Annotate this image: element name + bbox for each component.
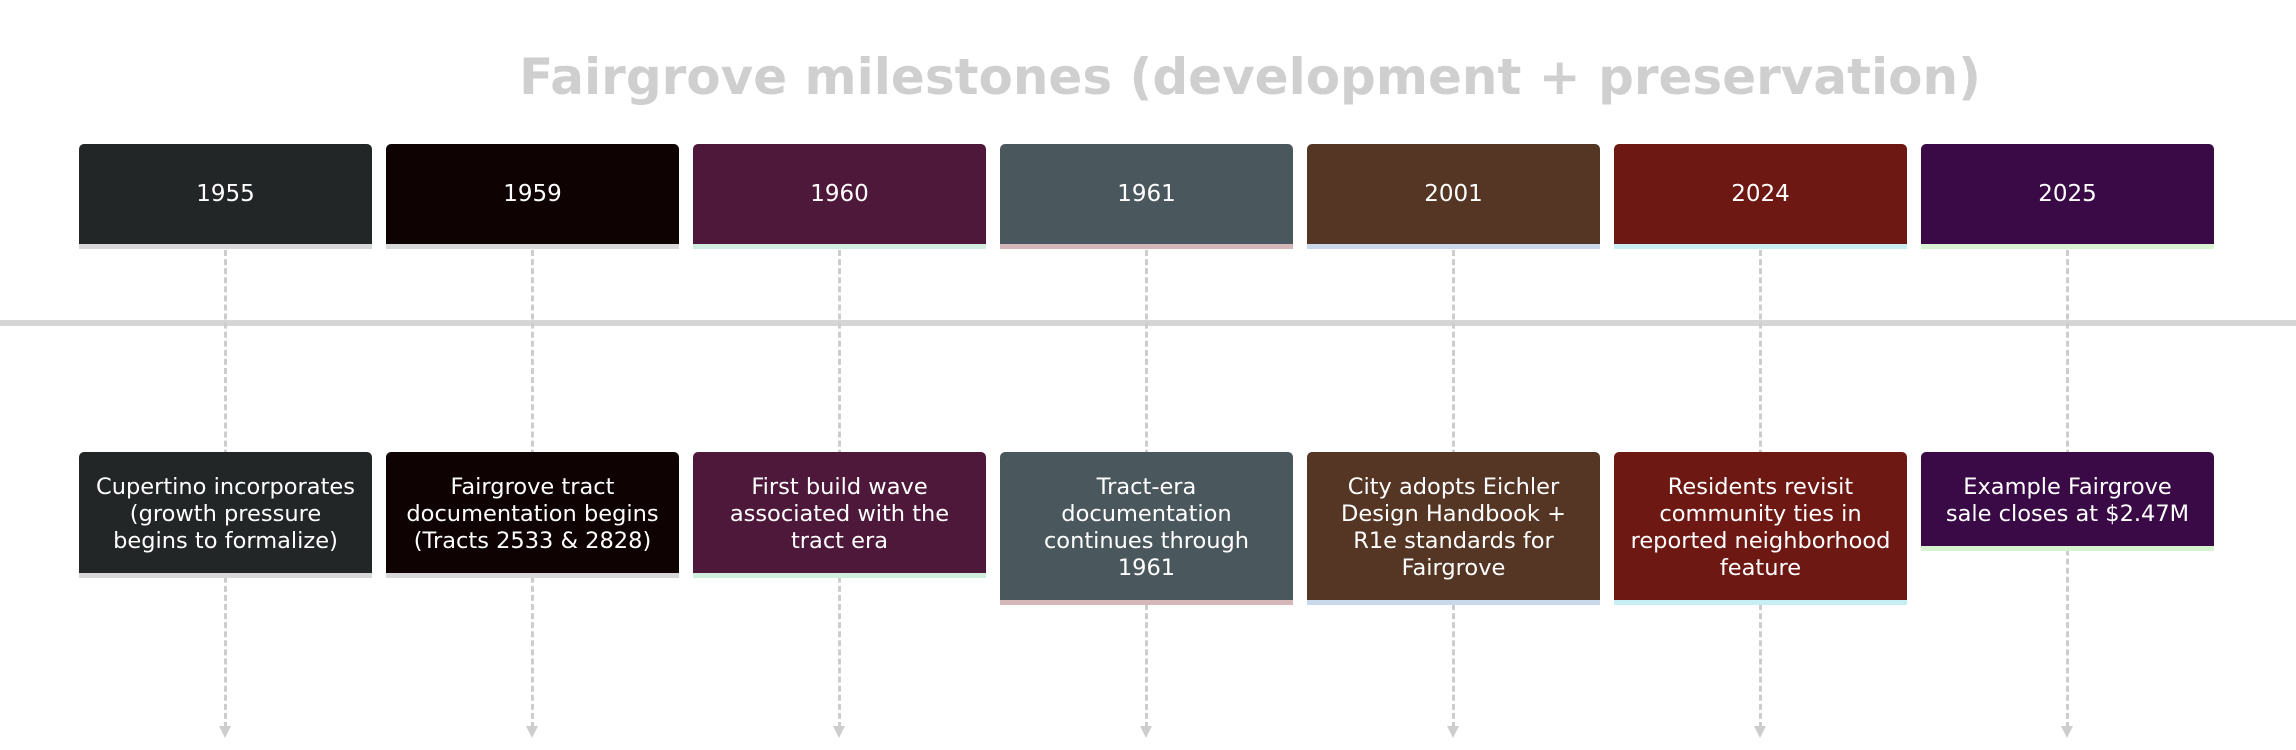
period-box: 1959	[386, 144, 679, 249]
event-box: Residents revisit community ties in repo…	[1614, 452, 1907, 605]
arrow-down-icon	[1754, 726, 1766, 738]
event-underline	[1307, 600, 1600, 605]
timeline-column: 1955 Cupertino incorporates (growth press…	[79, 0, 372, 750]
event-box: Fairgrove tract documentation begins (Tr…	[386, 452, 679, 578]
period-underline	[1921, 244, 2214, 249]
timeline-column: 2001 City adopts Eichler Design Handbook …	[1307, 0, 1600, 750]
arrow-down-icon	[1140, 726, 1152, 738]
period-underline	[1000, 244, 1293, 249]
event-text: Residents revisit community ties in repo…	[1630, 474, 1891, 581]
period-underline	[1307, 244, 1600, 249]
event-underline	[693, 573, 986, 578]
period-label: 1955	[196, 181, 255, 207]
arrow-down-icon	[219, 726, 231, 738]
diagram-title: Fairgrove milestones (development + pres…	[519, 48, 1981, 106]
period-box: 2025	[1921, 144, 2214, 249]
event-box: City adopts Eichler Design Handbook + R1…	[1307, 452, 1600, 605]
arrow-down-icon	[526, 726, 538, 738]
period-box: 1960	[693, 144, 986, 249]
period-box: 1955	[79, 144, 372, 249]
period-box: 2024	[1614, 144, 1907, 249]
event-box: First build wave associated with the tra…	[693, 452, 986, 578]
timeline-column: 2025 Example Fairgrove sale closes at $2.…	[1921, 0, 2214, 750]
event-box: Cupertino incorporates (growth pressure …	[79, 452, 372, 578]
period-underline	[79, 244, 372, 249]
period-box: 1961	[1000, 144, 1293, 249]
timeline-axis	[0, 320, 2296, 326]
period-label: 1959	[503, 181, 562, 207]
period-underline	[1614, 244, 1907, 249]
timeline-column: 1961 Tract-era documentation continues th…	[1000, 0, 1293, 750]
period-box: 2001	[1307, 144, 1600, 249]
period-label: 2024	[1731, 181, 1790, 207]
period-underline	[693, 244, 986, 249]
arrow-down-icon	[833, 726, 845, 738]
event-text: Example Fairgrove sale closes at $2.47M	[1945, 474, 2190, 527]
timeline-column: 1960 First build wave associated with the…	[693, 0, 986, 750]
timeline-column: 2024 Residents revisit community ties in …	[1614, 0, 1907, 750]
arrow-down-icon	[2061, 726, 2073, 738]
period-label: 1960	[810, 181, 869, 207]
period-label: 2001	[1424, 181, 1483, 207]
event-underline	[79, 573, 372, 578]
event-underline	[1921, 546, 2214, 551]
period-label: 1961	[1117, 181, 1176, 207]
period-underline	[386, 244, 679, 249]
event-box: Tract-era documentation continues throug…	[1000, 452, 1293, 605]
event-box: Example Fairgrove sale closes at $2.47M	[1921, 452, 2214, 551]
event-text: Tract-era documentation continues throug…	[1043, 474, 1250, 581]
event-text: Cupertino incorporates (growth pressure …	[96, 474, 355, 554]
event-text: Fairgrove tract documentation begins (Tr…	[406, 474, 659, 554]
event-text: First build wave associated with the tra…	[729, 474, 950, 554]
period-label: 2025	[2038, 181, 2097, 207]
event-text: City adopts Eichler Design Handbook + R1…	[1341, 474, 1566, 581]
timeline-column: 1959 Fairgrove tract documentation begins…	[386, 0, 679, 750]
event-underline	[386, 573, 679, 578]
event-underline	[1000, 600, 1293, 605]
event-underline	[1614, 600, 1907, 605]
arrow-down-icon	[1447, 726, 1459, 738]
